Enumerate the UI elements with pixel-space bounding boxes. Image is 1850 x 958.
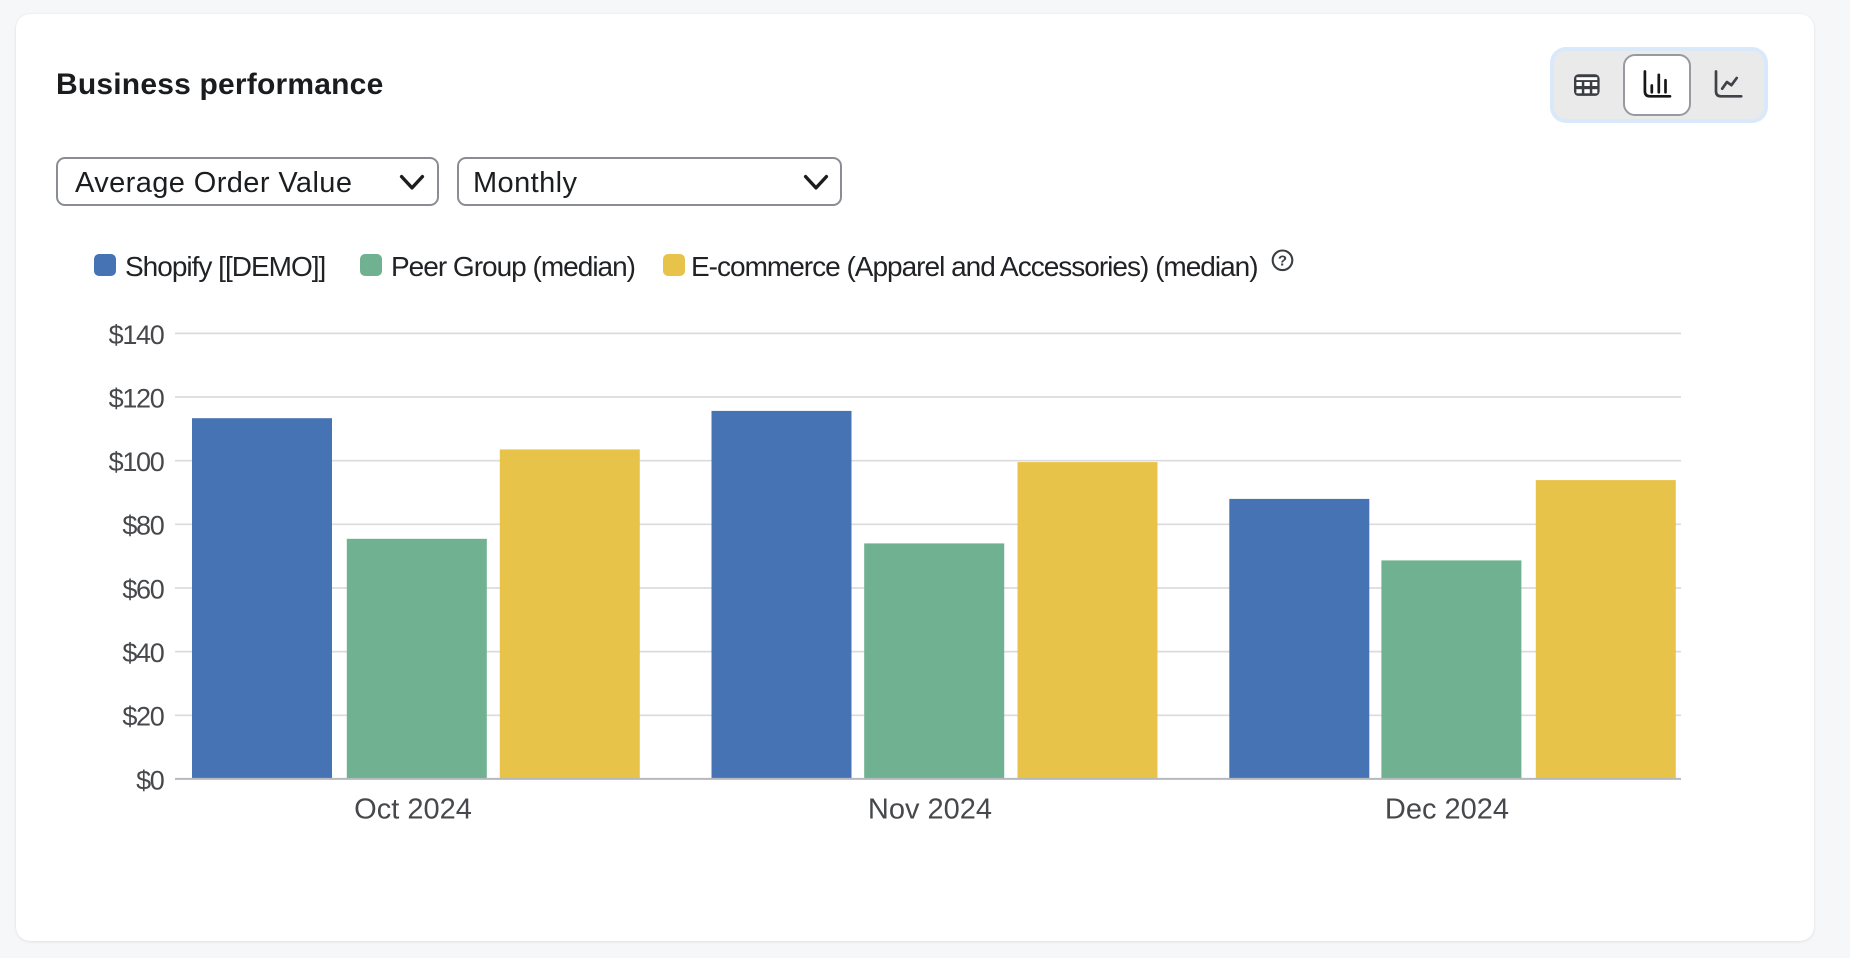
svg-text:$60: $60 (122, 574, 163, 604)
svg-text:$140: $140 (109, 320, 164, 350)
svg-text:Dec 2024: Dec 2024 (1385, 794, 1509, 826)
svg-text:$120: $120 (109, 383, 164, 413)
svg-text:?: ? (1278, 253, 1287, 270)
svg-text:$100: $100 (109, 447, 164, 477)
svg-text:$20: $20 (122, 702, 163, 732)
svg-text:$0: $0 (136, 765, 164, 795)
svg-text:$80: $80 (122, 511, 163, 541)
svg-text:Oct 2024: Oct 2024 (354, 794, 472, 826)
svg-text:$40: $40 (122, 638, 163, 668)
svg-text:Nov 2024: Nov 2024 (868, 794, 992, 826)
